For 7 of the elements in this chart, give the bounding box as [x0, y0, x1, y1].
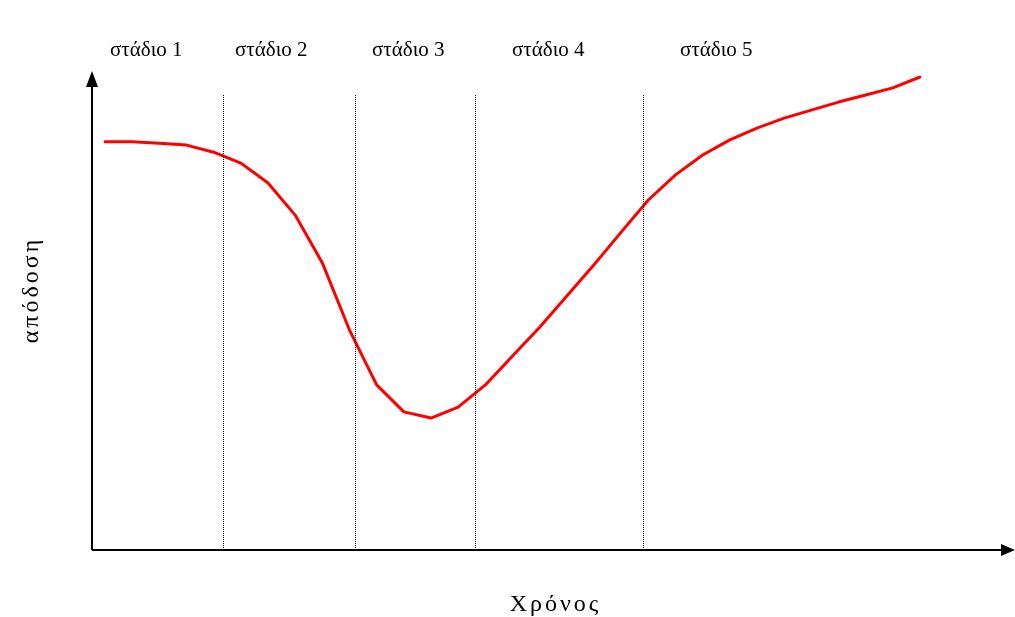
x-axis-title: Χρόνος — [509, 590, 602, 617]
text: στάδιο 3 — [372, 37, 445, 62]
text: στάδιο 1 — [110, 37, 183, 62]
text: στάδιο 4 — [512, 37, 586, 62]
y-axis-title: απόδοση — [17, 236, 44, 344]
text: στάδιο 5 — [680, 37, 753, 62]
text: στάδιο 2 — [235, 37, 308, 62]
